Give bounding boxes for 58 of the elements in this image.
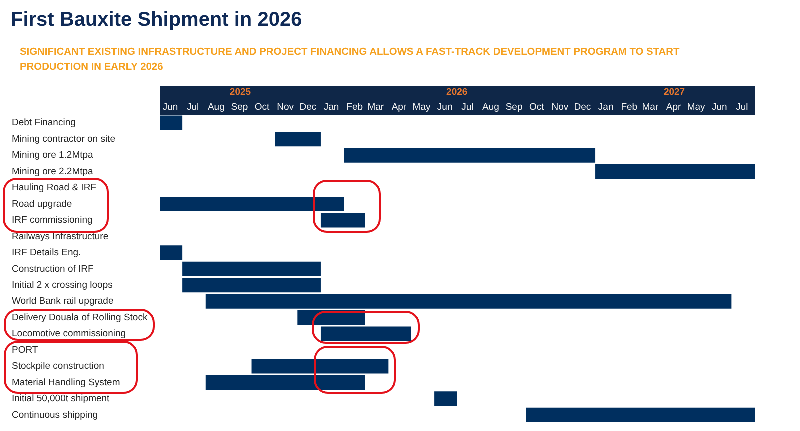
x-tick-label: Feb xyxy=(621,102,638,113)
x-tick-label: Jul xyxy=(736,102,748,113)
bar xyxy=(434,392,458,406)
y-tick-label: World Bank rail upgrade xyxy=(12,296,114,308)
x-tick-label: May xyxy=(687,102,706,113)
x-tick-label: Dec xyxy=(300,102,317,113)
bar xyxy=(160,246,183,260)
x2-tick-label: 2026 xyxy=(446,86,468,98)
x-tick-label: Feb xyxy=(346,102,364,113)
y-tick-label: Material Handling System xyxy=(12,377,120,388)
chart-title: First Bauxite Shipment in 2026 xyxy=(11,9,302,32)
y-tick-label: Road upgrade xyxy=(12,198,72,210)
y-tick-label: Mining ore 2.2Mtpa xyxy=(12,166,94,178)
chart-subtitle: SIGNIFICANT EXISTING INFRASTRUCTURE AND PROJECT FINANCING ALLOWS A FAST-TRACK DEVELOPMENT PROGRAM TO START PRODUCTION IN EARLY 2026 xyxy=(20,46,681,75)
y-tick-label: Mining ore 1.2Mtpa xyxy=(12,150,94,162)
x-tick-label: Nov xyxy=(277,102,294,113)
y-tick-label: Initial 2 x crossing loops xyxy=(12,280,114,291)
x2-tick-label: 2025 xyxy=(230,86,252,98)
x-tick-label: Nov xyxy=(552,102,569,113)
y-tick-label: Delivery Douala of Rolling Stock xyxy=(12,312,148,324)
x-tick-label: Apr xyxy=(392,102,407,113)
x-tick-label: Oct xyxy=(254,102,270,113)
x-tick-label: Dec xyxy=(574,102,592,113)
x-tick-label: Jul xyxy=(187,102,200,113)
bar xyxy=(526,408,755,422)
x-tick-label: Sep xyxy=(506,102,523,113)
bar xyxy=(320,326,412,342)
y-tick-label: Mining contractor on site xyxy=(12,134,116,145)
y-tick-label: Initial 50,000t shipment xyxy=(12,394,110,405)
bar xyxy=(344,148,596,163)
y-tick-label: Stockpile construction xyxy=(12,361,104,372)
x-tick-label: Apr xyxy=(666,102,682,113)
x-tick-label: Jun xyxy=(712,102,728,113)
y-tick-label: Locomotive commissioning xyxy=(12,328,126,340)
y-tick-label: Construction of IRF xyxy=(12,264,94,275)
x-tick-label: Aug xyxy=(482,102,500,113)
x-tick-label: Jul xyxy=(462,102,474,113)
y-tick-label: PORT xyxy=(12,344,38,356)
x-tick-label: Jun xyxy=(162,102,178,113)
x-tick-label: Oct xyxy=(529,102,545,113)
x2-tick-label: 2027 xyxy=(664,86,686,98)
y-tick-label: Hauling Road & IRF xyxy=(12,182,97,194)
y-tick-label: Debt Financing xyxy=(12,118,76,129)
x-tick-label: Sep xyxy=(231,102,248,113)
bar xyxy=(275,132,321,147)
y-tick-label: Continuous shipping xyxy=(12,410,98,421)
x-tick-label: Aug xyxy=(208,102,225,113)
x-tick-label: Jan xyxy=(598,102,614,113)
x-tick-label: May xyxy=(412,102,431,113)
x-tick-label: Jan xyxy=(324,102,340,113)
x-tick-label: Mar xyxy=(642,102,659,113)
bar xyxy=(596,164,755,180)
x-tick-label: Mar xyxy=(368,102,384,113)
y-tick-label: Railways Infrastructure xyxy=(12,231,109,242)
x-tick-label: Jun xyxy=(437,102,453,113)
y-tick-label: IRF Details Eng. xyxy=(12,248,82,259)
y-tick-label: IRF commissioning xyxy=(12,215,93,226)
bar xyxy=(160,116,183,130)
